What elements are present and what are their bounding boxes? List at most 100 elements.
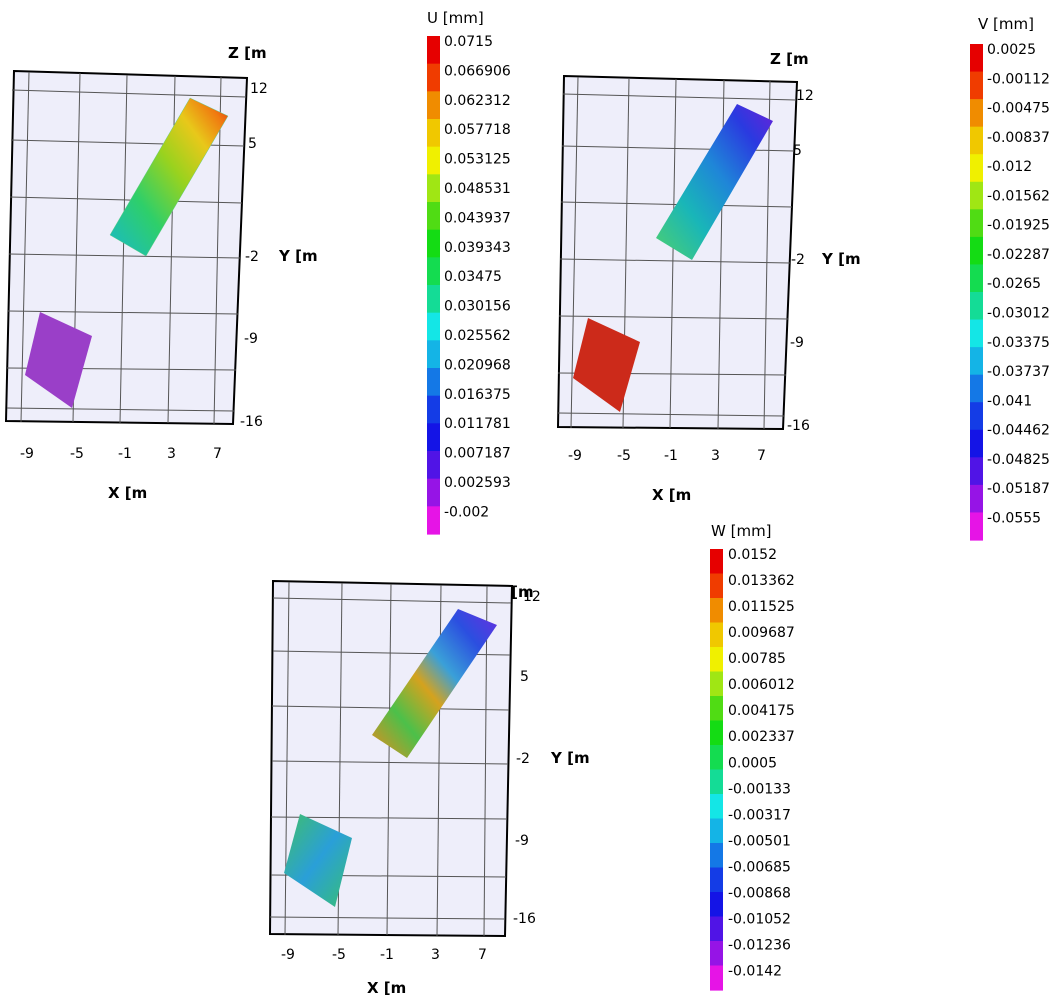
colorbar-tick-label: 0.0025 xyxy=(987,42,1036,58)
colorbar-swatch xyxy=(710,622,723,648)
colorbar-swatch xyxy=(970,99,983,128)
colorbar-swatch xyxy=(710,769,723,795)
y-tick: -9 xyxy=(790,335,804,351)
x-tick: 7 xyxy=(757,448,766,464)
colorbar-swatch xyxy=(710,941,723,967)
colorbar-tick-label: -0.00475 xyxy=(987,101,1050,117)
x-tick: 3 xyxy=(431,947,440,963)
colorbar-swatch xyxy=(970,512,983,541)
colorbar-swatch xyxy=(427,146,440,175)
colorbar-swatch xyxy=(710,696,723,722)
colorbar-swatch xyxy=(970,209,983,238)
x-tick: -1 xyxy=(118,446,132,462)
colorbar-swatch xyxy=(970,264,983,293)
colorbar-swatch xyxy=(427,202,440,231)
colorbar-swatch xyxy=(710,965,723,991)
colorbar-swatch xyxy=(710,671,723,697)
colorbar-swatch xyxy=(970,429,983,458)
colorbar-tick-label: 0.066906 xyxy=(444,63,511,79)
colorbar-tick-label: 0.011781 xyxy=(444,416,511,432)
colorbar-swatch xyxy=(427,368,440,397)
y-axis-label: Y [m xyxy=(550,749,590,767)
colorbar-swatch xyxy=(427,257,440,286)
surface-block xyxy=(284,814,352,907)
colorbar-swatch xyxy=(970,457,983,486)
colorbar-tick-label: -0.00133 xyxy=(728,781,791,797)
colorbar-tick-label: -0.01925 xyxy=(987,218,1050,234)
x-axis-label: X [m xyxy=(367,979,406,997)
colorbar-tick-label: -0.0555 xyxy=(987,510,1041,526)
colorbar-swatch xyxy=(427,285,440,314)
surface-block xyxy=(25,312,92,408)
y-tick: 5 xyxy=(248,136,257,152)
x-tick: -9 xyxy=(20,446,34,462)
colorbar-tick-label: -0.00317 xyxy=(728,807,791,823)
colorbar-tick-label: 0.002337 xyxy=(728,729,795,745)
y-tick: -2 xyxy=(516,751,530,767)
colorbar-tick-label: 0.009687 xyxy=(728,625,795,641)
colorbar-swatch xyxy=(427,174,440,203)
colorbar-swatch xyxy=(970,236,983,266)
colorbar-swatch xyxy=(710,892,723,918)
x-tick: 3 xyxy=(167,446,176,462)
colorbar-swatch xyxy=(427,229,440,258)
colorbar-swatch xyxy=(710,720,723,746)
colorbar-tick-label: 0.030156 xyxy=(444,299,511,315)
corner-label: Z [m xyxy=(228,44,267,62)
colorbar-tick-label: -0.0265 xyxy=(987,276,1041,292)
colorbar-swatch xyxy=(710,598,723,624)
colorbar-tick-label: -0.0142 xyxy=(728,964,782,980)
colorbar-tick-label: -0.00501 xyxy=(728,833,791,849)
colorbar-tick-label: 0.016375 xyxy=(444,387,511,403)
colorbar-tick-label: -0.04825 xyxy=(987,452,1050,468)
surface-strip xyxy=(109,97,229,257)
colorbar-title: U [mm] xyxy=(427,9,484,27)
x-tick: -9 xyxy=(568,448,582,464)
colorbar-swatch xyxy=(970,71,983,100)
panel-w: Z [m 12 5 -2 -9 -16 Y [m -9 -5 -1 3 7 X … xyxy=(268,522,795,997)
surface-block xyxy=(573,318,640,412)
colorbar-swatch xyxy=(970,319,983,348)
corner-label: Z [m xyxy=(770,50,809,68)
colorbar-swatch xyxy=(970,347,983,376)
colorbar-tick-label: 0.039343 xyxy=(444,240,511,256)
colorbar-swatch xyxy=(710,745,723,771)
colorbar-tick-label: 0.011525 xyxy=(728,599,795,615)
colorbar-swatch xyxy=(710,549,723,575)
colorbar-swatch xyxy=(970,154,983,183)
colorbar-tick-label: 0.062312 xyxy=(444,93,511,109)
colorbar-tick-label: 0.025562 xyxy=(444,328,511,344)
colorbar-v: V [mm] 0.0025 -0.00112 -0.00475 -0.00837 -0.… xyxy=(970,15,1050,541)
y-tick: 5 xyxy=(793,143,802,159)
y-tick: -9 xyxy=(515,833,529,849)
colorbar-swatch xyxy=(710,916,723,942)
colorbar-tick-label: 0.004175 xyxy=(728,703,795,719)
y-tick: -16 xyxy=(787,418,810,434)
colorbar-tick-label: -0.02287 xyxy=(987,247,1050,263)
colorbar-u: U [mm] 0.0715 0.066906 0.062312 0.057718 0.0… xyxy=(427,9,511,535)
colorbar-tick-label: 0.0152 xyxy=(728,547,777,563)
colorbar-tick-label: 0.053125 xyxy=(444,152,511,168)
colorbar-swatch xyxy=(427,312,440,341)
x-tick: 7 xyxy=(478,947,487,963)
colorbar-tick-label: 0.03475 xyxy=(444,269,502,285)
colorbar-swatch xyxy=(710,794,723,820)
colorbar-tick-label: -0.01236 xyxy=(728,937,791,953)
colorbar-tick-label: -0.00685 xyxy=(728,859,791,875)
colorbar-tick-label: 0.013362 xyxy=(728,573,795,589)
colorbar-swatch xyxy=(970,44,983,73)
colorbar-tick-label: 0.020968 xyxy=(444,357,511,373)
colorbar-tick-label: 0.002593 xyxy=(444,475,511,491)
colorbar-swatch xyxy=(710,867,723,893)
colorbar-tick-label: -0.01052 xyxy=(728,911,791,927)
colorbar-swatch xyxy=(427,91,440,120)
colorbar-tick-label: 0.006012 xyxy=(728,677,795,693)
colorbar-tick-label: -0.012 xyxy=(987,159,1032,175)
y-axis-label: Y [m xyxy=(278,247,318,265)
colorbar-swatch xyxy=(970,126,983,155)
colorbar-tick-label: 0.0005 xyxy=(728,755,777,771)
x-axis-label: X [m xyxy=(652,486,691,504)
y-tick: 5 xyxy=(520,669,529,685)
colorbar-w: W [mm] 0.0152 0.013362 0.011525 0.009687 0.0… xyxy=(710,522,795,991)
